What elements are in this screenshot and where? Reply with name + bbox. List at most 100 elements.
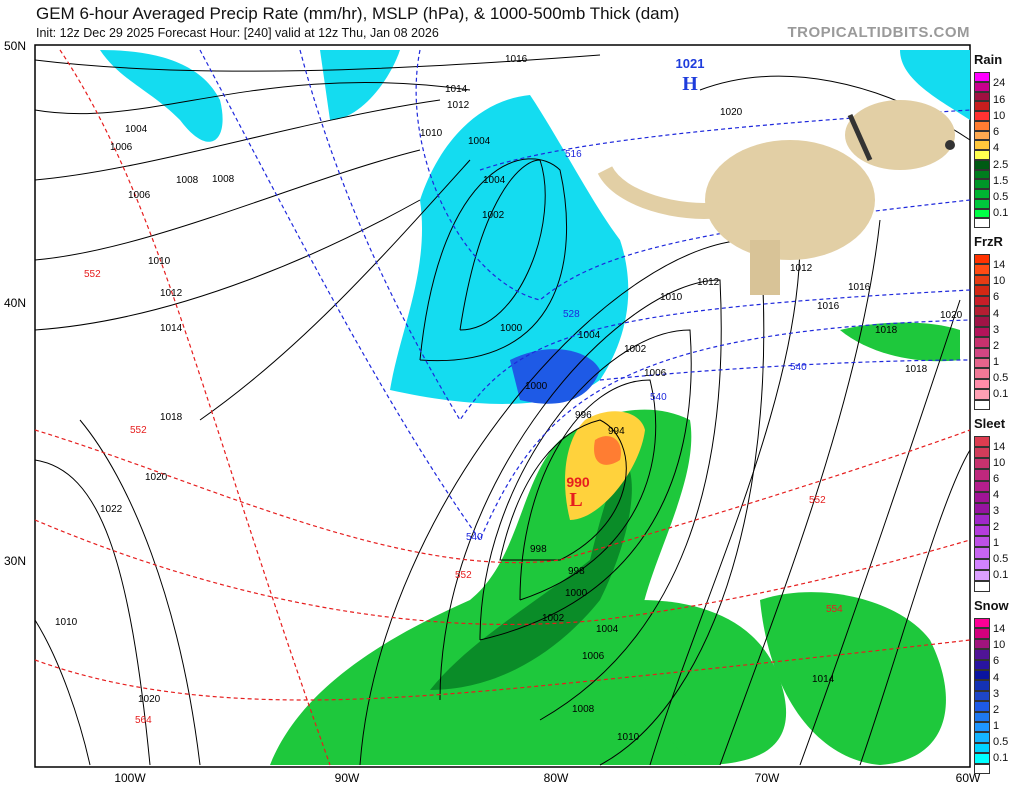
thickness-labels: 552 552 552 564 540 540 528 516 540 552 554	[84, 149, 843, 726]
legend-swatch	[974, 347, 990, 358]
legend-swatch	[974, 208, 990, 219]
legend-label: 1	[993, 356, 1000, 369]
legend-label: 6	[993, 472, 1000, 485]
isobar	[34, 619, 91, 766]
legend-swatch	[974, 254, 990, 265]
legend-swatch	[974, 580, 990, 592]
legend-label: 2	[993, 703, 1000, 716]
legend-label: 4	[993, 488, 1000, 501]
isobar-label: 1000	[565, 588, 588, 599]
legend-swatch	[974, 659, 990, 670]
legend-swatch	[974, 690, 990, 702]
thickness-line	[299, 49, 971, 422]
thickness-label: 540	[466, 532, 483, 543]
isobar-label: 1004	[125, 124, 148, 135]
legend-swatch	[974, 763, 990, 774]
thickness-label: 540	[650, 392, 667, 403]
legend-swatch	[974, 337, 990, 348]
isobar-label: 1004	[596, 624, 619, 635]
isobar-label: 1014	[812, 674, 835, 685]
legend-swatch	[974, 91, 990, 102]
isobar	[649, 239, 801, 766]
thickness-line	[34, 639, 971, 701]
thickness-label: 528	[563, 309, 580, 320]
isobar	[799, 299, 961, 766]
isobar	[459, 159, 546, 331]
lat-tick: 50N	[4, 39, 26, 53]
low-pressure-symbol: L	[569, 489, 582, 511]
thickness-label: 552	[84, 269, 101, 280]
thickness-label: 516	[565, 149, 582, 160]
isobar	[519, 379, 657, 601]
thickness-line	[34, 519, 971, 626]
isobar	[34, 149, 421, 261]
thickness-label: 554	[826, 604, 843, 615]
legend-swatch	[974, 502, 990, 514]
legend-swatch	[974, 316, 990, 327]
isobar-label: 1006	[644, 368, 667, 379]
precip-snow	[100, 50, 970, 404]
isobar-label: 1012	[160, 288, 183, 299]
legend-swatch	[974, 101, 990, 111]
high-pressure-value: 1021	[676, 56, 705, 71]
legend-title-sleet: Sleet	[974, 416, 1006, 431]
legend-swatch	[974, 399, 990, 410]
legend-swatch	[974, 558, 990, 570]
isobar-label: 1004	[468, 136, 491, 147]
low-pressure-value: 990	[566, 474, 590, 490]
isobar	[34, 81, 471, 115]
thickness-line	[59, 49, 331, 766]
axis-labels: 100W 90W 80W 70W 60W 50N 40N 30N	[4, 39, 981, 785]
lon-tick: 60W	[956, 771, 981, 785]
isobar	[34, 459, 151, 766]
legend-swatch	[974, 378, 990, 390]
legend-label: 6	[993, 126, 1000, 139]
isobar-label: 1014	[160, 323, 183, 334]
isobar-label: 1002	[542, 613, 565, 624]
thickness-label: 564	[135, 715, 152, 726]
lon-tick: 90W	[335, 771, 360, 785]
h-marker: 1021 H	[676, 56, 705, 95]
high-pressure-symbol: H	[682, 73, 698, 95]
isobar	[34, 199, 421, 331]
isobar	[79, 419, 201, 766]
isobar-label: 1012	[447, 100, 470, 111]
legend-label: 24	[993, 77, 1006, 90]
legend-swatch	[974, 159, 990, 170]
legend-swatch	[974, 150, 990, 160]
legend-title-snow: Snow	[974, 598, 1009, 613]
precip-rain	[270, 322, 960, 765]
isobar-label: 1000	[500, 323, 523, 334]
legend-swatch	[974, 618, 990, 629]
isobar-label: 1002	[624, 344, 647, 355]
legend-label: 0.5	[993, 191, 1009, 204]
isobar-label: 1020	[138, 694, 161, 705]
legend-swatch	[974, 536, 990, 548]
dog-image	[597, 100, 955, 295]
isobar-label: 1010	[660, 292, 683, 303]
legend-label: 3	[993, 504, 1000, 517]
legend-label: 4	[993, 307, 1000, 320]
legend-swatch	[974, 218, 990, 228]
legend-swatch	[974, 189, 990, 199]
legend-swatch	[974, 628, 990, 639]
thickness-label: 540	[790, 362, 807, 373]
thickness-line	[599, 359, 971, 381]
legend-label: 0.5	[993, 372, 1009, 385]
legend-swatch	[974, 306, 990, 317]
legend-label: 0.1	[993, 207, 1009, 220]
legend-label: 10	[993, 456, 1006, 469]
isobar-label: 1020	[720, 107, 743, 118]
legend-label: 4	[993, 671, 1000, 684]
thickness-label: 552	[455, 570, 472, 581]
legend-swatch	[974, 264, 990, 275]
legend-label: 6	[993, 291, 1000, 304]
legend-swatch	[974, 469, 990, 481]
isobar	[479, 329, 692, 641]
legend-label: 2	[993, 339, 1000, 352]
isobar-label: 1010	[420, 128, 443, 139]
isobar-label: 1010	[55, 617, 78, 628]
legend-swatch	[974, 670, 990, 681]
legend-label: 0.1	[993, 388, 1009, 401]
legend-swatch	[974, 547, 990, 559]
